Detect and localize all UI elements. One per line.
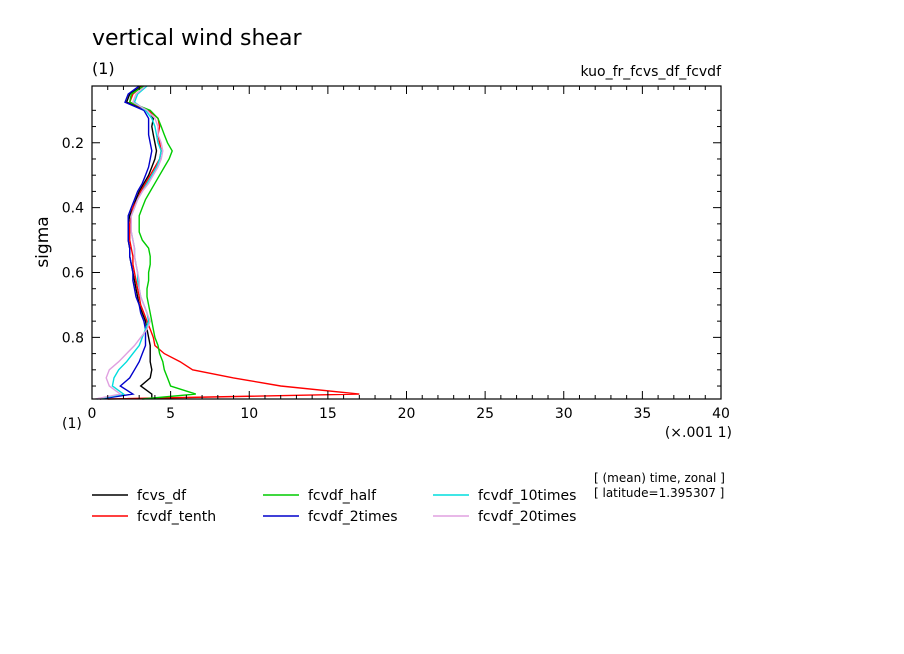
series-line-fcvdf-20times xyxy=(94,85,164,400)
x-tick-label-0: 0 xyxy=(88,406,97,422)
x-tick-label-35: 35 xyxy=(633,406,651,422)
info-line-1: [ (mean) time, zonal ] xyxy=(594,471,725,485)
y-tick-label-1: 0.4 xyxy=(62,201,84,217)
series-layer xyxy=(94,85,360,400)
legend-label-fcvdf-2times: fcvdf_2times xyxy=(308,509,398,525)
info-line-2: [ latitude=1.395307 ] xyxy=(594,486,724,500)
y-axis-unit: (1) xyxy=(62,416,82,432)
x-tick-label-40: 40 xyxy=(712,406,730,422)
chart-title: vertical wind shear xyxy=(92,26,302,51)
x-tick-label-20: 20 xyxy=(398,406,416,422)
x-tick-label-10: 10 xyxy=(240,406,258,422)
series-line-fcvs-df xyxy=(125,85,158,399)
legend-label-fcvs-df: fcvs_df xyxy=(137,488,187,504)
plot-frame xyxy=(91,85,722,400)
experiment-label: kuo_fr_fcvs_df_fcvdf xyxy=(580,64,722,80)
legend-label-fcvdf-half: fcvdf_half xyxy=(308,488,377,504)
legend-label-fcvdf-10times: fcvdf_10times xyxy=(478,488,576,504)
x-tick-label-25: 25 xyxy=(476,406,494,422)
x-tick-label-5: 5 xyxy=(166,406,175,422)
y-axis-label: sigma xyxy=(33,216,53,267)
y-tick-label-3: 0.8 xyxy=(62,330,84,346)
x-tick-label-15: 15 xyxy=(319,406,337,422)
series-line-fcvdf-half xyxy=(128,85,197,400)
series-line-fcvdf-2times xyxy=(99,85,153,400)
legend: fcvs_df fcvdf_tenth fcvdf_half fcvdf_2times… xyxy=(92,488,576,525)
legend-label-fcvdf-20times: fcvdf_20times xyxy=(478,509,576,525)
y-tick-label-0: 0.2 xyxy=(62,136,84,152)
title-unit: (1) xyxy=(92,59,115,78)
x-axis-label: (×.001 1) xyxy=(665,425,732,441)
legend-label-fcvdf-tenth: fcvdf_tenth xyxy=(137,509,216,525)
y-tick-label-2: 0.6 xyxy=(62,266,84,282)
series-line-fcvdf-tenth xyxy=(107,85,360,400)
x-tick-label-30: 30 xyxy=(555,406,573,422)
ticks-layer: 0 5 10 15 20 25 30 35 40 0.2 0.4 0.6 0.8 xyxy=(62,86,730,422)
